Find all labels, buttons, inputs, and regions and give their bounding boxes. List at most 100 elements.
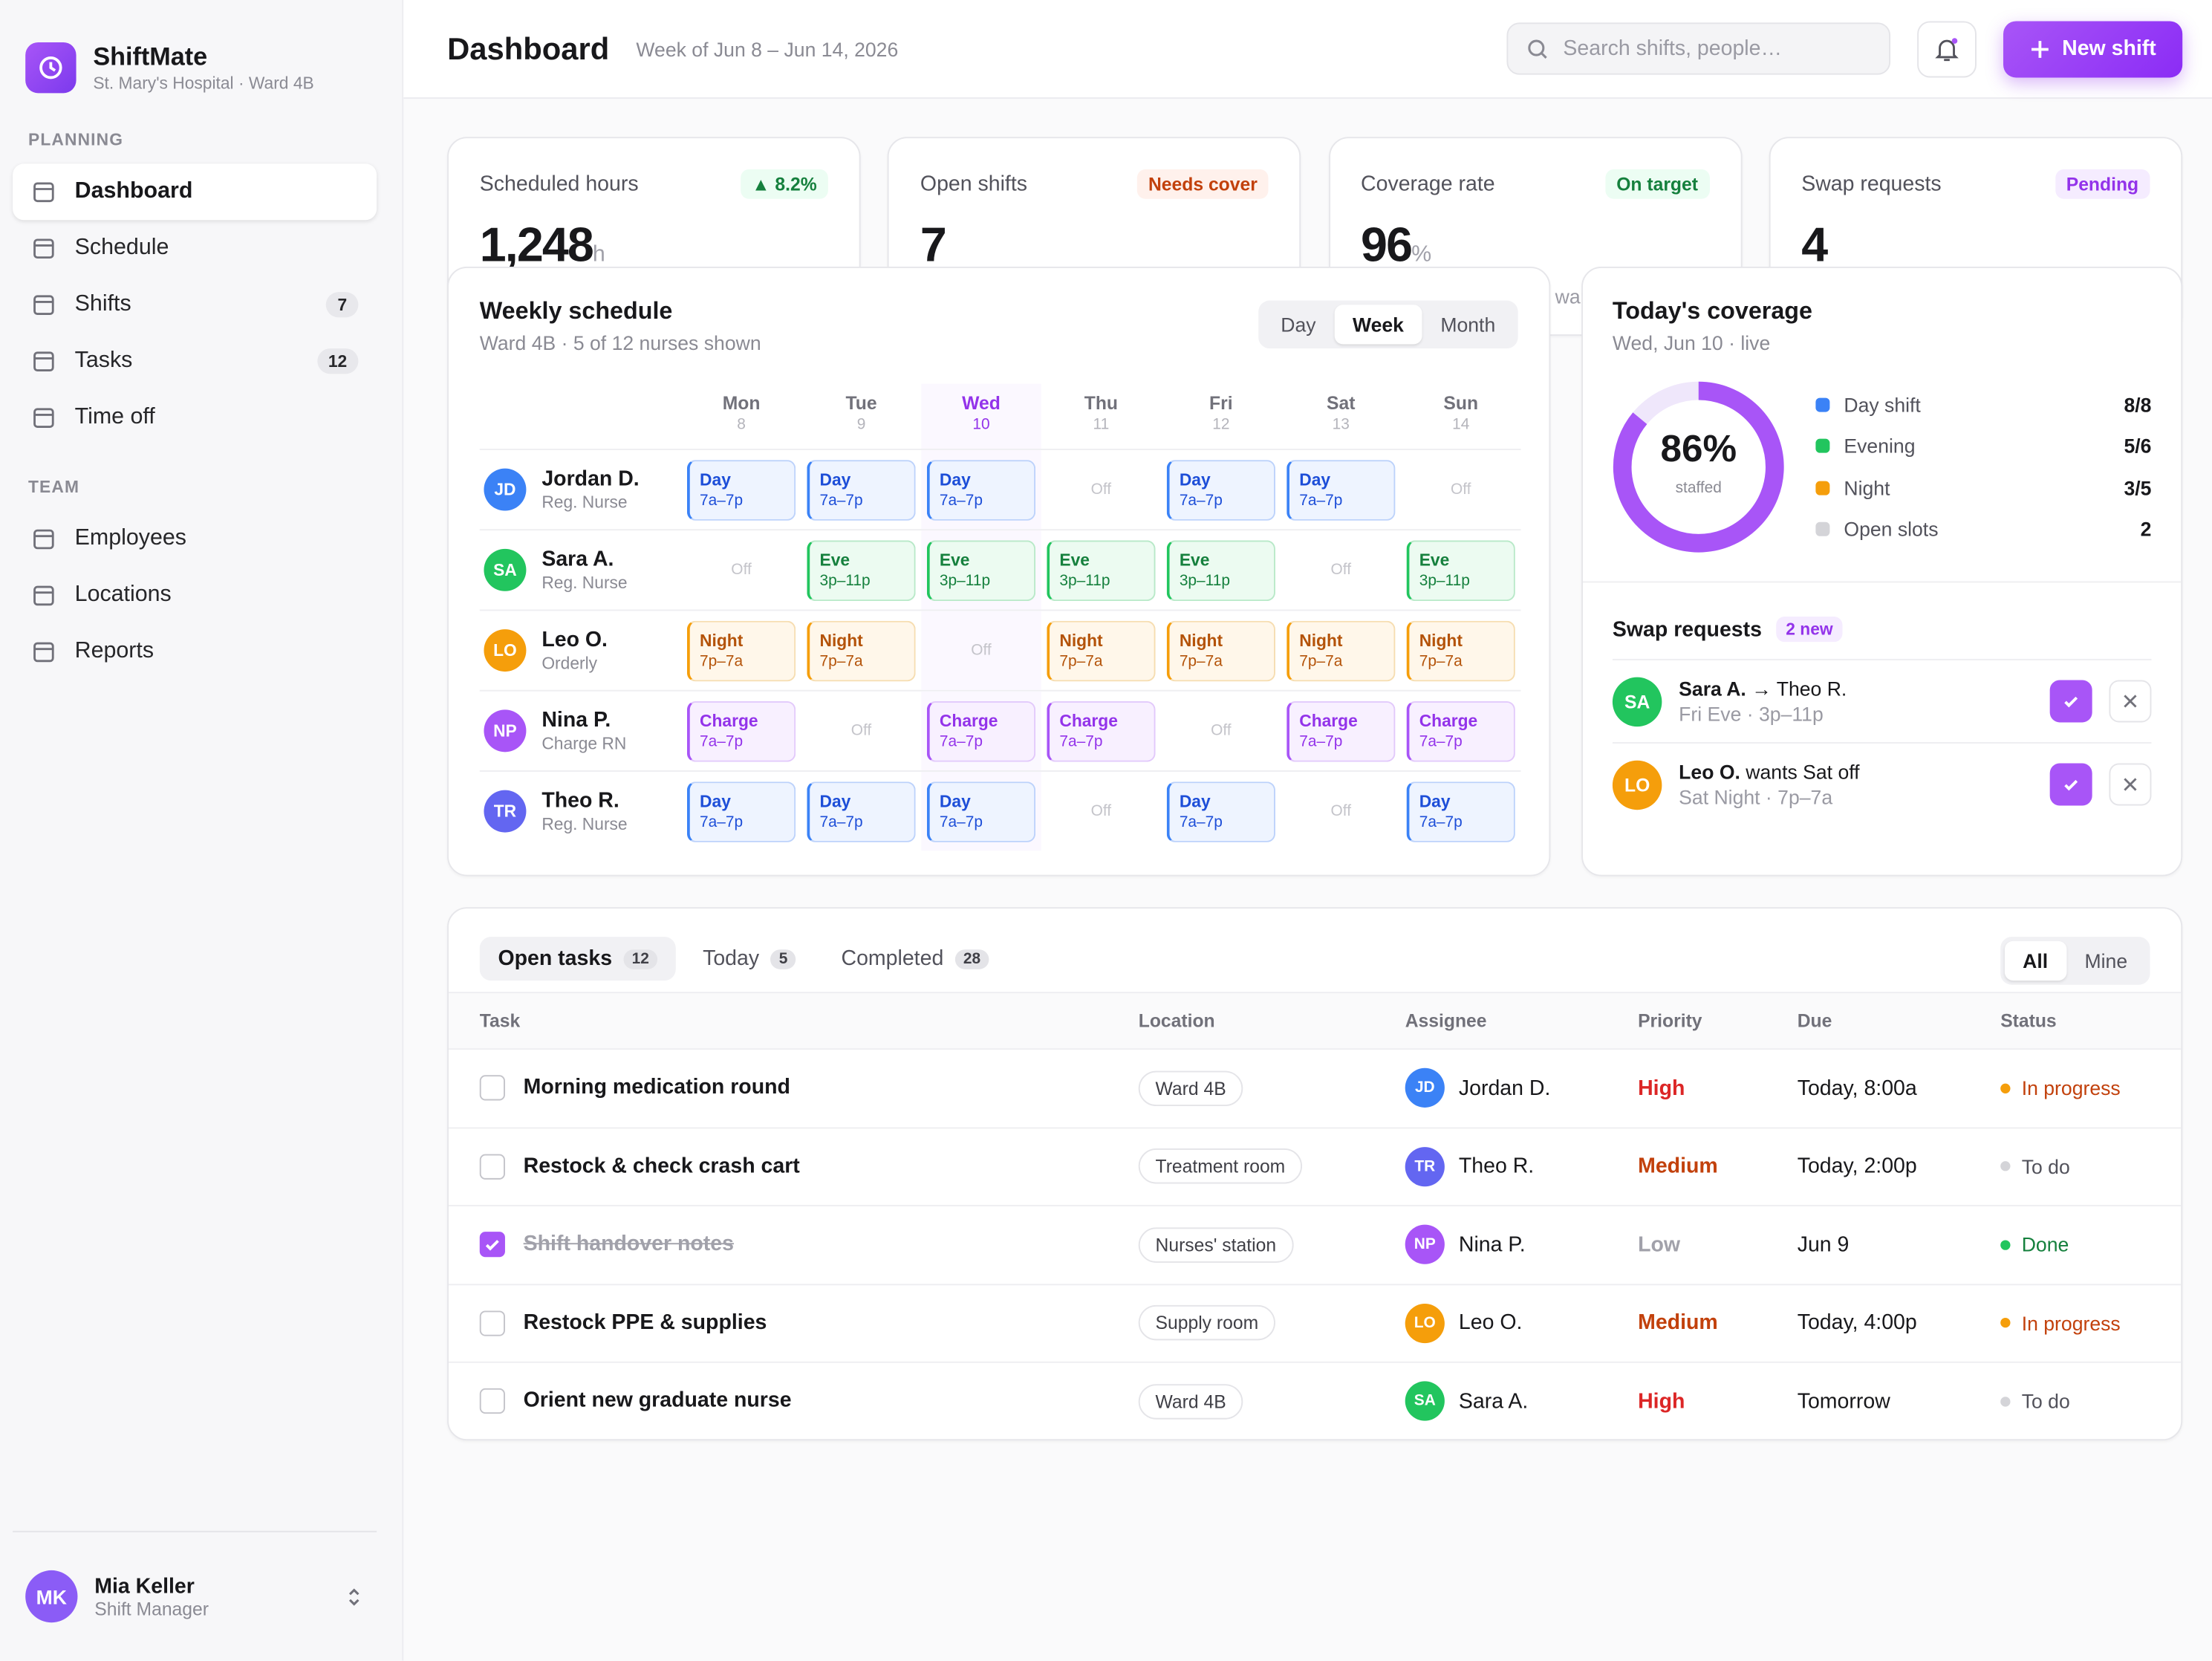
shift[interactable]: Eve 3p–11p — [1166, 539, 1275, 601]
stat-badge: ▲ 8.2% — [740, 169, 828, 199]
search[interactable]: Search shifts, people… — [1506, 22, 1891, 75]
day-header: Thu 11 — [1041, 384, 1161, 449]
shift[interactable]: Eve 3p–11p — [926, 539, 1036, 601]
unit: h — [592, 242, 605, 267]
shift-time: 7p–7a — [1299, 652, 1343, 670]
shift[interactable]: Eve 3p–11p — [807, 539, 916, 601]
shift-label: Day — [819, 469, 851, 490]
task-tabs: Open tasks 12 Today 5 Completed 28 — [479, 937, 1007, 981]
shift[interactable]: Night 7p–7a — [1406, 620, 1515, 681]
toggle-option[interactable]: All — [2004, 940, 2066, 981]
checkbox[interactable] — [479, 1388, 505, 1414]
shift[interactable]: Charge 7a–7p — [1047, 701, 1156, 761]
shift[interactable]: Charge 7a–7p — [1406, 701, 1515, 761]
checkbox[interactable] — [479, 1232, 505, 1258]
nav-item[interactable]: Schedule — [13, 220, 377, 276]
shift-cell: Day 7a–7p — [921, 771, 1041, 851]
shift-time: 7a–7p — [1299, 732, 1343, 750]
shift[interactable]: Eve 3p–11p — [1047, 539, 1156, 601]
nav-item[interactable]: Time off — [13, 389, 377, 446]
shift[interactable]: Day 7a–7p — [1286, 459, 1396, 520]
toggle-option[interactable]: Day — [1281, 313, 1316, 337]
column-header: Priority — [1638, 1010, 1702, 1032]
shift[interactable]: Charge 7a–7p — [926, 701, 1036, 761]
shift-cell: Off — [801, 692, 921, 770]
off: Off — [1330, 802, 1352, 820]
shift[interactable]: Night 7p–7a — [807, 620, 916, 681]
nav-item[interactable]: Tasks 12 — [13, 333, 377, 389]
swap-item: LO Leo O. wants Sat off Sat Night · 7p–7a — [1612, 742, 2152, 825]
shift[interactable]: Day 7a–7p — [926, 781, 1036, 842]
chevron — [348, 1587, 360, 1605]
nav-icon — [31, 526, 56, 551]
nav-item[interactable]: Shifts 7 — [13, 276, 377, 333]
shift[interactable]: Day 7a–7p — [1166, 781, 1275, 842]
decline[interactable] — [2109, 680, 2152, 723]
shift[interactable]: Day 7a–7p — [807, 459, 916, 520]
person-role: Charge RN — [541, 733, 627, 754]
off: Off — [1090, 802, 1112, 820]
task-row: Shift handover notes Nurses' station NP Nin… — [448, 1205, 2182, 1283]
shift[interactable]: Day 7a–7p — [1166, 459, 1275, 520]
status-dot — [2000, 1318, 2011, 1328]
shift[interactable]: Night 7p–7a — [686, 620, 796, 681]
decline[interactable] — [2109, 763, 2152, 806]
checkbox[interactable] — [479, 1075, 505, 1101]
due: Jun 9 — [1797, 1232, 1850, 1257]
approve[interactable] — [2049, 763, 2092, 806]
nav-item[interactable]: Dashboard — [13, 163, 377, 221]
shift[interactable]: Day 7a–7p — [686, 781, 796, 842]
shift[interactable]: Eve 3p–11p — [1406, 539, 1515, 601]
shift[interactable]: Night 7p–7a — [1166, 620, 1275, 681]
toggle-option[interactable]: Week — [1334, 305, 1422, 345]
tab[interactable]: Open tasks 12 — [479, 937, 677, 981]
notifications[interactable] — [1917, 20, 1977, 77]
day-name: Thu — [1084, 392, 1119, 414]
shift-label: Eve — [939, 549, 970, 570]
shift[interactable]: Day 7a–7p — [807, 781, 916, 842]
toggle-option[interactable]: Mine — [2084, 949, 2128, 972]
checkbox[interactable] — [479, 1154, 505, 1180]
nav-item[interactable]: Employees — [13, 511, 377, 568]
shift-time: 3p–11p — [1059, 572, 1110, 589]
status: To do — [2000, 1155, 2181, 1177]
new-shift-button[interactable]: New shift — [2003, 20, 2183, 77]
stat-header: Scheduled hours ▲ 8.2% — [480, 169, 828, 199]
tab[interactable]: Today 5 — [684, 937, 814, 981]
shift[interactable]: Night 7p–7a — [1286, 620, 1396, 681]
task-filter: All Mine — [2000, 937, 2150, 985]
task: Restock & check crash cart — [479, 1154, 1139, 1180]
approve[interactable] — [2049, 680, 2092, 723]
day-header: Tue 9 — [801, 384, 921, 449]
toggle-option[interactable]: Month — [1440, 313, 1496, 337]
day-header: Sat 13 — [1281, 384, 1401, 449]
user[interactable]: MK Mia Keller Shift Manager — [13, 1530, 377, 1661]
shift[interactable]: Day 7a–7p — [926, 459, 1036, 520]
nav-label: Schedule — [74, 235, 169, 260]
value: 4 — [1801, 218, 1828, 273]
shift[interactable]: Charge 7a–7p — [1286, 701, 1396, 761]
task: Restock PPE & supplies — [479, 1310, 1139, 1336]
column-header: Task — [479, 1010, 521, 1032]
person: JD Jordan D. Reg. Nurse — [480, 450, 682, 529]
person-name: Sara A. — [541, 547, 614, 572]
shift[interactable]: Day 7a–7p — [686, 459, 796, 520]
nav-item[interactable]: Locations — [13, 568, 377, 624]
shift[interactable]: Charge 7a–7p — [686, 701, 796, 761]
tab[interactable]: Completed 28 — [823, 937, 1007, 981]
person-info: Sara A. Reg. Nurse — [541, 547, 627, 593]
nav-item[interactable]: Reports — [13, 623, 377, 680]
due: Tomorrow — [1797, 1389, 1890, 1414]
day-name: Sat — [1327, 392, 1356, 414]
shift[interactable]: Day 7a–7p — [1406, 781, 1515, 842]
shift-cell: Day 7a–7p — [1401, 772, 1520, 851]
checkbox[interactable] — [479, 1310, 505, 1336]
day-date: 14 — [1452, 416, 1470, 434]
swaps-title: Swap requests — [1612, 617, 1762, 642]
legend-value: 8/8 — [2124, 393, 2152, 416]
shift-time: 7a–7p — [1179, 813, 1223, 830]
assignee: NP Nina P. — [1405, 1225, 1638, 1265]
shift[interactable]: Night 7p–7a — [1047, 620, 1156, 681]
task-name: Restock & check crash cart — [523, 1154, 800, 1178]
